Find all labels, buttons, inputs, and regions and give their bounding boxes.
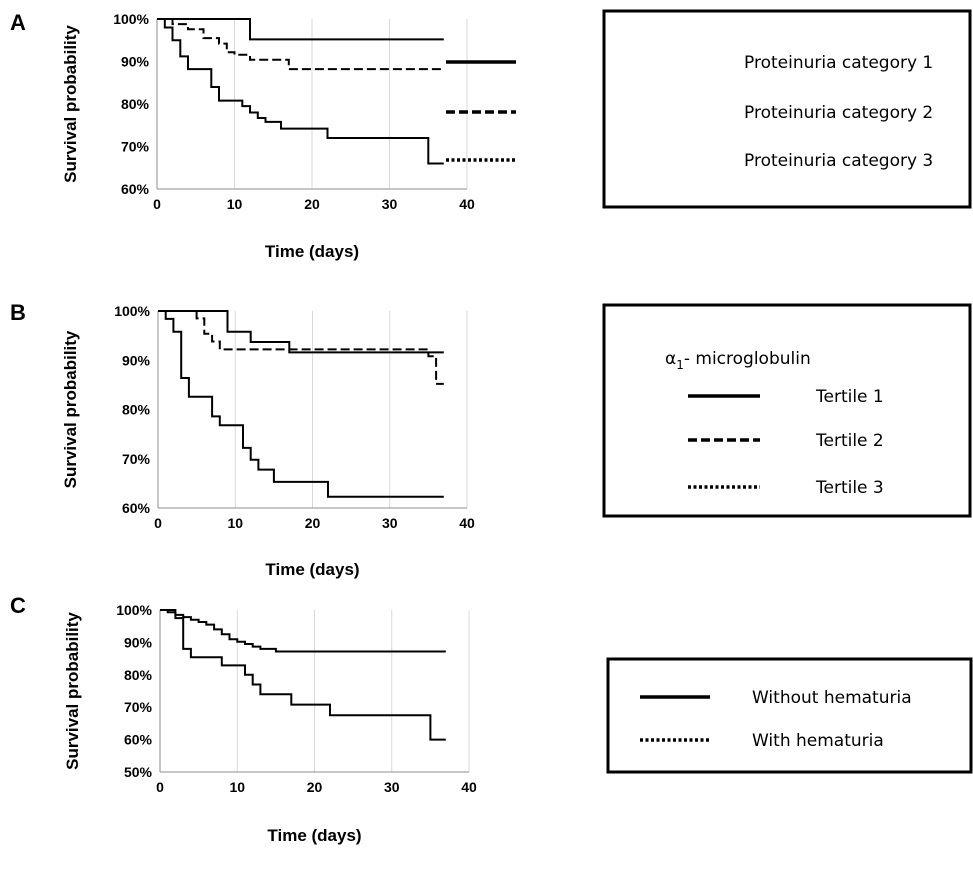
y-tick-label: 100% (116, 602, 152, 618)
panel-a: A 0 10 20 30 40 60% 70% 80% 90% 100% Survival proba… (10, 10, 475, 261)
survival-curve-a-2 (157, 18, 444, 71)
legend-title-greek: α (665, 349, 676, 369)
x-tick-label: 20 (305, 515, 321, 531)
x-tick-label: 30 (382, 515, 398, 531)
panel-c: C 0 10 20 30 40 50% 60% 70% 80% 90% 100% Survival pr… (10, 593, 477, 845)
panel-letter-b: B (10, 300, 26, 325)
y-axis-title: Survival probability (61, 25, 80, 183)
legend-label: Without hematuria (752, 688, 912, 708)
legend-label: Proteinuria category 1 (744, 53, 933, 73)
y-tick-label: 100% (113, 11, 149, 27)
y-tick-label: 90% (122, 352, 151, 368)
legend-box (602, 303, 972, 518)
x-tick-label: 10 (229, 779, 245, 795)
x-tick-label: 40 (459, 515, 475, 531)
x-tick-label: 20 (307, 779, 323, 795)
legend-box (606, 657, 973, 774)
y-tick-label: 70% (122, 451, 151, 467)
y-tick-label: 60% (121, 181, 150, 197)
y-tick-label: 90% (121, 54, 150, 70)
survival-curve-c-2 (160, 609, 446, 741)
y-tick-label: 60% (124, 732, 153, 748)
y-tick-label: 70% (124, 699, 153, 715)
x-axis-title: Time (days) (265, 560, 359, 579)
x-tick-label: 10 (227, 196, 243, 212)
y-tick-label: 80% (122, 402, 151, 418)
survival-curve-a-1 (157, 18, 444, 41)
y-tick-label: 80% (124, 667, 153, 683)
legend-label: With hematuria (752, 731, 884, 751)
y-tick-label: 90% (124, 634, 153, 650)
x-tick-label: 0 (153, 196, 161, 212)
panel-letter-a: A (10, 10, 26, 35)
y-axis-title: Survival probability (61, 330, 80, 488)
legend-box (602, 9, 972, 209)
x-tick-label: 40 (459, 196, 475, 212)
legend-label: Proteinuria category 3 (744, 151, 933, 171)
x-tick-label: 0 (156, 779, 164, 795)
y-tick-label: 50% (124, 764, 153, 780)
x-tick-label: 40 (461, 779, 477, 795)
legend-title-text: - microglobulin (684, 349, 811, 369)
x-tick-label: 30 (384, 779, 400, 795)
x-axis-title: Time (days) (265, 242, 359, 261)
legend-label: Tertile 1 (815, 387, 884, 407)
x-axis-title: Time (days) (267, 826, 361, 845)
legend-label: Tertile 2 (815, 431, 884, 451)
survival-curve-b-3 (158, 310, 444, 498)
legend-title: α1- microglobulin (665, 349, 811, 372)
survival-curve-a-3 (157, 18, 444, 165)
legend-c: Without hematuria With hematuria (606, 657, 973, 774)
y-tick-label: 100% (114, 303, 150, 319)
legend-title-subscript: 1 (676, 358, 684, 372)
y-axis-title: Survival probability (63, 612, 82, 770)
legend-a: Proteinuria category 1 Proteinuria catego… (446, 9, 972, 209)
legend-label: Proteinuria category 2 (744, 103, 933, 123)
x-tick-label: 10 (227, 515, 243, 531)
y-tick-label: 70% (121, 139, 150, 155)
x-tick-label: 30 (382, 196, 398, 212)
survival-curve-b-2 (158, 310, 444, 385)
legend-label: Tertile 3 (815, 478, 884, 498)
survival-curve-b-1 (158, 310, 444, 354)
y-tick-label: 60% (122, 500, 151, 516)
x-tick-label: 20 (304, 196, 320, 212)
y-tick-label: 80% (121, 96, 150, 112)
survival-curve-c-1 (160, 609, 446, 653)
panel-letter-c: C (10, 593, 26, 618)
panel-b: B 0 10 20 30 40 60% 70% 80% 90% 100% Survival proba… (10, 300, 475, 579)
x-tick-label: 0 (154, 515, 162, 531)
